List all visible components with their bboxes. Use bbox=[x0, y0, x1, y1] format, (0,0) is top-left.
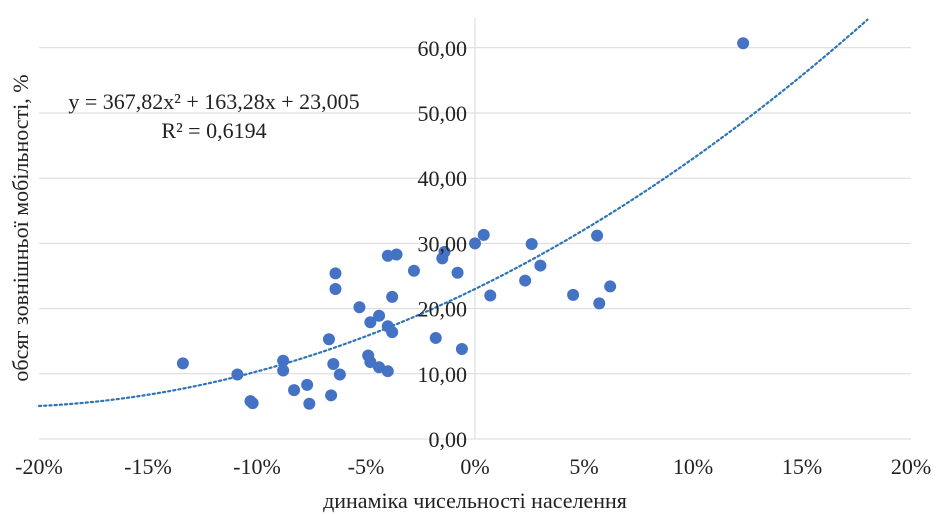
data-point bbox=[381, 365, 394, 378]
data-point bbox=[277, 354, 290, 367]
data-point bbox=[329, 283, 342, 296]
data-point bbox=[737, 37, 750, 50]
y-tick-label: 30,00 bbox=[418, 231, 468, 256]
y-tick-label: 40,00 bbox=[418, 166, 468, 191]
data-point bbox=[176, 357, 189, 370]
data-point bbox=[451, 266, 464, 279]
data-point bbox=[534, 259, 547, 272]
data-point bbox=[327, 358, 340, 371]
data-point bbox=[246, 397, 259, 410]
trendline-layer bbox=[37, 18, 869, 408]
data-point bbox=[484, 289, 497, 302]
data-point bbox=[329, 267, 342, 280]
y-axis-title: обсяг зовнішньої мобільності, % bbox=[8, 74, 33, 381]
data-point bbox=[386, 290, 399, 303]
data-point bbox=[407, 264, 420, 277]
data-point bbox=[469, 237, 481, 250]
data-point bbox=[455, 343, 468, 356]
r-squared-label: R² = 0,6194 bbox=[161, 118, 266, 143]
data-point bbox=[364, 356, 377, 369]
data-point bbox=[288, 384, 301, 397]
y-tick-label: 20,00 bbox=[418, 297, 468, 322]
x-tick-label: 5% bbox=[569, 454, 598, 479]
axes bbox=[39, 18, 911, 440]
data-point bbox=[277, 364, 290, 377]
y-tick-label: 50,00 bbox=[418, 101, 468, 126]
data-point bbox=[591, 229, 604, 242]
trendline bbox=[37, 18, 869, 408]
x-tick-label: -15% bbox=[124, 454, 172, 479]
data-point bbox=[386, 326, 399, 339]
data-point bbox=[390, 248, 403, 261]
data-point bbox=[303, 397, 316, 410]
data-point bbox=[325, 389, 338, 402]
y-tick-label: 60,00 bbox=[418, 36, 468, 61]
x-axis-title: динаміка чисельності населення bbox=[323, 488, 627, 513]
data-point bbox=[364, 316, 377, 329]
trendline-equation: y = 367,82x² + 163,28x + 23,005 bbox=[68, 89, 359, 114]
data-point bbox=[567, 288, 580, 301]
y-tick-label: 10,00 bbox=[418, 362, 468, 387]
x-tick-label: -10% bbox=[233, 454, 281, 479]
data-point bbox=[429, 331, 442, 344]
data-point bbox=[525, 238, 538, 251]
data-point bbox=[353, 301, 366, 314]
data-point bbox=[593, 297, 606, 310]
data-point bbox=[604, 280, 617, 293]
x-tick-label: -5% bbox=[348, 454, 385, 479]
x-tick-label: 10% bbox=[673, 454, 713, 479]
x-tick-label: 20% bbox=[891, 454, 931, 479]
data-point bbox=[477, 228, 490, 241]
x-tick-label: 15% bbox=[782, 454, 822, 479]
data-points bbox=[176, 37, 750, 410]
tick-labels: 0,00 10,00 20,00 30,00 40,00 50,00 60,00 -20% -1… bbox=[15, 36, 931, 479]
data-point bbox=[438, 245, 451, 258]
data-point bbox=[231, 368, 244, 381]
x-tick-label: -20% bbox=[15, 454, 63, 479]
data-point bbox=[333, 368, 346, 381]
y-tick-label: 0,00 bbox=[429, 427, 468, 452]
data-point bbox=[373, 309, 386, 322]
data-point bbox=[301, 378, 314, 391]
x-tick-label: 0% bbox=[460, 454, 489, 479]
data-point bbox=[322, 333, 335, 346]
data-point bbox=[519, 274, 532, 287]
